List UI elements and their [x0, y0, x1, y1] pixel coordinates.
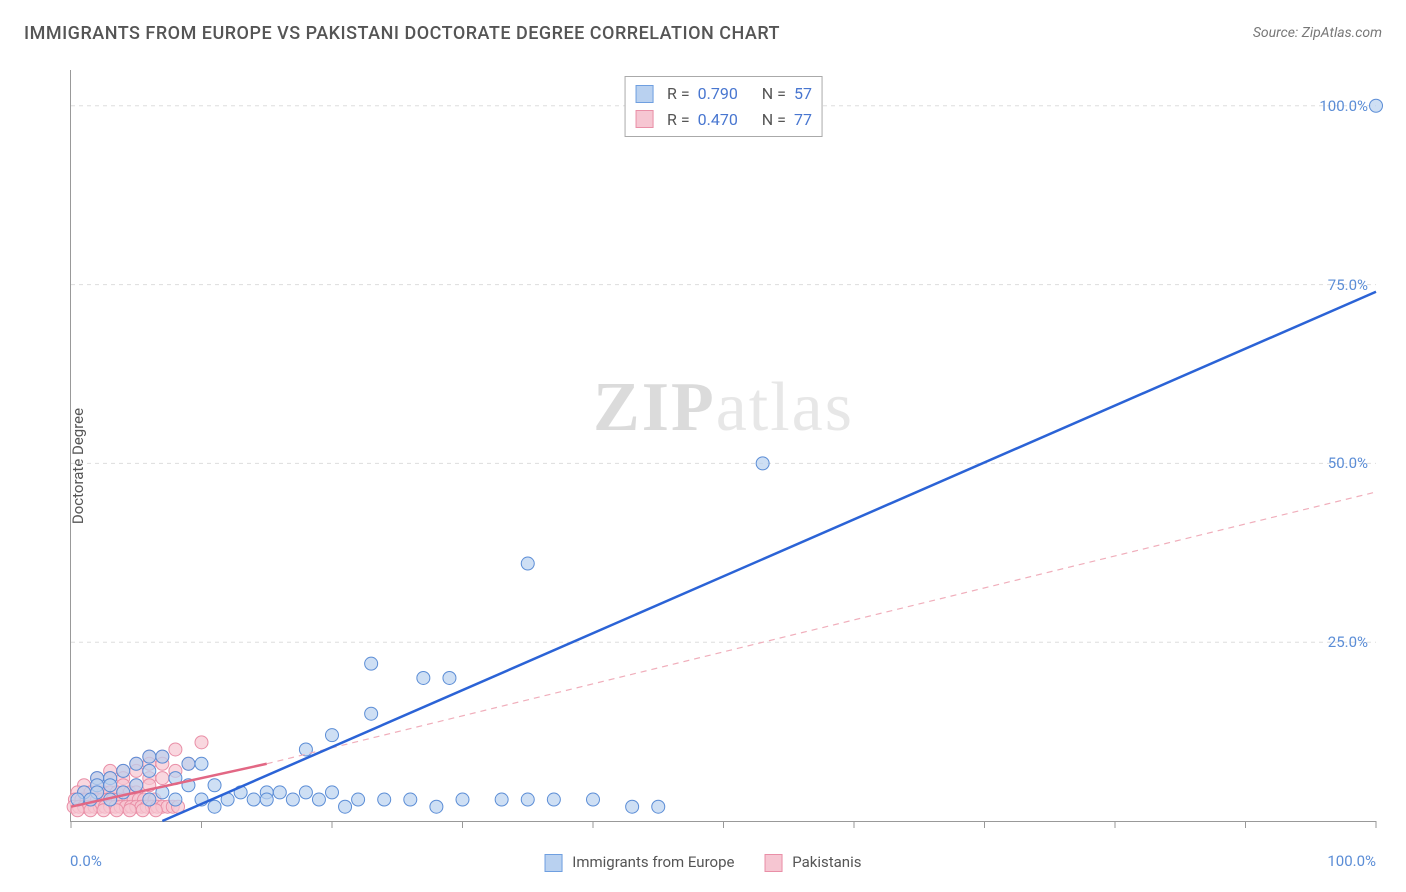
- series-legend: Immigrants from Europe Pakistanis: [545, 853, 862, 872]
- x-axis-max-label: 100.0%: [1327, 852, 1376, 870]
- legend-swatch-s2: [764, 854, 782, 872]
- chart-title: IMMIGRANTS FROM EUROPE VS PAKISTANI DOCT…: [24, 23, 780, 44]
- legend-item-s1: Immigrants from Europe: [545, 853, 735, 872]
- y-tick-label: 75.0%: [1328, 276, 1368, 294]
- chart-header: IMMIGRANTS FROM EUROPE VS PAKISTANI DOCT…: [24, 18, 1382, 48]
- swatch-s1: [635, 85, 653, 103]
- chart-area: Doctorate Degree ZIPatlas R = 0.790 N = …: [20, 60, 1386, 872]
- y-tick-label: 25.0%: [1328, 633, 1368, 651]
- x-axis-min-label: 0.0%: [70, 852, 102, 870]
- plot-region: ZIPatlas R = 0.790 N = 57 R = 0.470 N = …: [70, 70, 1376, 822]
- legend-swatch-s1: [545, 854, 563, 872]
- corr-row-s1: R = 0.790 N = 57: [635, 81, 812, 107]
- swatch-s2: [635, 110, 653, 128]
- corr-row-s2: R = 0.470 N = 77: [635, 107, 812, 133]
- correlation-legend: R = 0.790 N = 57 R = 0.470 N = 77: [624, 76, 823, 137]
- y-tick-label: 50.0%: [1328, 454, 1368, 472]
- legend-item-s2: Pakistanis: [764, 853, 861, 872]
- plot-svg: [71, 70, 1376, 821]
- chart-source: Source: ZipAtlas.com: [1253, 25, 1382, 41]
- y-tick-label: 100.0%: [1319, 97, 1368, 115]
